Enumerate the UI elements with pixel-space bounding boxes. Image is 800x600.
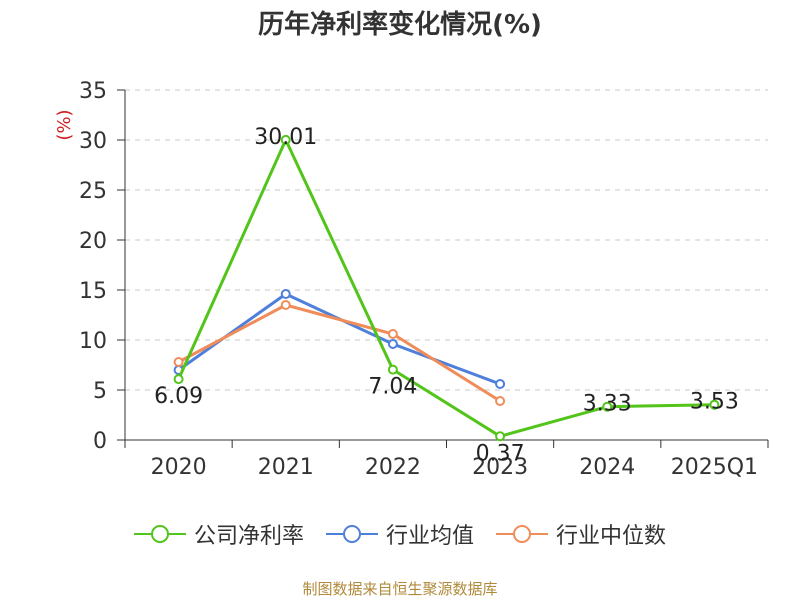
x-tick-label: 2023 <box>472 455 528 480</box>
legend-company-icon <box>133 525 186 543</box>
y-tick-label: 15 <box>79 279 107 304</box>
data-point-1-2 <box>387 339 398 349</box>
data-point-0-0 <box>173 374 184 385</box>
data-point-1-3 <box>495 379 506 389</box>
x-tick-label: 2021 <box>258 455 314 480</box>
y-tick-label: 10 <box>79 329 107 354</box>
data-point-2-0 <box>173 357 184 367</box>
x-tick-label: 2022 <box>365 455 421 480</box>
legend: 公司净利率 行业均值 行业中位数 <box>0 518 800 550</box>
y-tick-label: 30 <box>79 129 107 154</box>
x-tick-label: 2024 <box>579 455 635 480</box>
data-point-0-2 <box>387 364 398 375</box>
data-point-0-4 <box>602 401 613 412</box>
legend-industry-mean-label: 行业均值 <box>385 524 474 549</box>
y-tick-label: 5 <box>93 379 107 404</box>
legend-company-label: 公司净利率 <box>193 524 304 549</box>
y-tick-label: 35 <box>79 79 107 104</box>
y-tick-label: 0 <box>93 429 107 454</box>
data-label: 3.53 <box>690 390 739 415</box>
series-line-0 <box>177 138 715 438</box>
data-label: 0.37 <box>476 441 525 466</box>
legend-industry-median-icon <box>496 525 548 543</box>
data-point-0-3 <box>495 431 506 442</box>
data-label: 6.09 <box>154 384 203 409</box>
data-point-2-1 <box>280 300 291 310</box>
data-point-2-2 <box>387 329 398 339</box>
data-label: 30.01 <box>254 125 317 150</box>
data-point-1-1 <box>280 289 291 299</box>
x-tick-label: 2020 <box>151 455 207 480</box>
data-point-2-3 <box>495 396 506 406</box>
data-label: 7.04 <box>368 375 417 400</box>
y-axis-label: (%) <box>54 109 75 140</box>
legend-industry-median-label: 行业中位数 <box>556 524 667 549</box>
x-tick-label: 2025Q1 <box>671 455 758 480</box>
data-point-0-5 <box>709 399 720 410</box>
y-tick-label: 20 <box>79 229 107 254</box>
y-tick-label: 25 <box>79 179 107 204</box>
legend-item-industry-median[interactable]: 行业中位数 <box>496 518 666 550</box>
series-line-2 <box>177 303 501 403</box>
legend-item-company[interactable]: 公司净利率 <box>133 518 304 550</box>
data-label: 3.33 <box>583 392 632 417</box>
legend-item-industry-mean[interactable]: 行业均值 <box>325 518 474 550</box>
chart-title: 历年净利率变化情况(%) <box>258 10 542 40</box>
legend-industry-mean-icon <box>325 525 378 543</box>
source-note: 制图数据来自恒生聚源数据库 <box>302 580 498 598</box>
data-point-0-1 <box>280 134 291 145</box>
